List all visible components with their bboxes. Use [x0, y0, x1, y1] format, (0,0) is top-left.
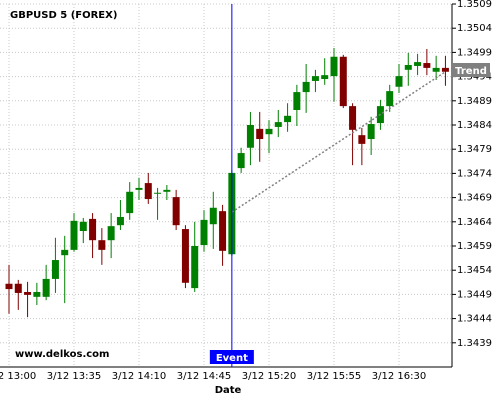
- y-tick-label: 1.3509: [457, 0, 492, 10]
- y-tick-label: 1.3494: [457, 72, 492, 83]
- candle-body: [423, 63, 431, 68]
- candle-body: [181, 229, 189, 283]
- y-tick-label: 1.3499: [457, 47, 492, 58]
- candle-body: [386, 91, 394, 107]
- candle-body: [441, 67, 449, 72]
- candle-body: [144, 183, 152, 200]
- x-tick-label: 3/12 14:45: [177, 371, 231, 382]
- candle-body: [200, 219, 208, 246]
- candle-body: [14, 283, 22, 293]
- y-tick-label: 1.3504: [457, 23, 492, 34]
- candle-body: [61, 249, 69, 256]
- candle-body: [293, 92, 301, 110]
- trend-line: [231, 71, 446, 213]
- candle-body: [395, 76, 403, 87]
- candle-body: [274, 122, 282, 127]
- x-tick-label: 3/12 16:30: [372, 371, 426, 382]
- y-tick-label: 1.3464: [457, 217, 492, 228]
- y-tick-label: 1.3469: [457, 193, 492, 204]
- candle-body: [209, 207, 217, 225]
- trend-label: Trend: [455, 66, 487, 77]
- candle-body: [432, 67, 440, 72]
- candle-body: [284, 115, 292, 123]
- candle-body: [79, 221, 87, 231]
- y-tick-label: 1.3439: [457, 338, 492, 349]
- y-tick-label: 1.3444: [457, 314, 492, 325]
- candle-body: [256, 128, 264, 140]
- chart-title: GBPUSD 5 (FOREX): [10, 10, 117, 21]
- candle-body: [311, 76, 319, 81]
- candle-body: [191, 246, 199, 289]
- event-label-box: [209, 350, 254, 364]
- candle-body: [154, 192, 162, 194]
- candle-body: [339, 56, 347, 107]
- x-tick-label: 3/12 14:10: [112, 371, 166, 382]
- watermark: www.delkos.com: [15, 349, 109, 360]
- candle-body: [126, 191, 134, 214]
- candle-body: [237, 153, 245, 169]
- y-tick-label: 1.3449: [457, 289, 492, 300]
- candle-body: [89, 218, 97, 241]
- candle-body: [349, 106, 357, 130]
- candle-body: [42, 278, 50, 297]
- x-tick-label: 3/12 13:35: [47, 371, 101, 382]
- candle-body: [404, 64, 412, 70]
- y-tick-label: 1.3474: [457, 168, 492, 179]
- candle-body: [265, 128, 273, 135]
- trend-label-box: [452, 63, 490, 77]
- candle-body: [24, 291, 32, 295]
- candle-body: [330, 56, 338, 77]
- candle-body: [5, 283, 13, 290]
- candle-body: [51, 260, 59, 279]
- x-axis-label: Date: [215, 385, 242, 396]
- candle-body: [135, 187, 143, 190]
- x-tick-label: 3/12 15:55: [307, 371, 361, 382]
- plot-area: [0, 4, 452, 367]
- candle-body: [107, 226, 115, 241]
- candle-body: [302, 81, 310, 93]
- candle-body: [172, 197, 180, 226]
- y-tick-label: 1.3479: [457, 144, 492, 155]
- candle-body: [246, 125, 254, 148]
- candle-body: [367, 124, 375, 140]
- y-tick-label: 1.3459: [457, 241, 492, 252]
- candle-body: [414, 62, 422, 66]
- y-tick-label: 1.3489: [457, 96, 492, 107]
- candle-body: [70, 220, 78, 250]
- x-tick-label: 3/12 15:20: [242, 371, 296, 382]
- candle-body: [98, 240, 106, 250]
- y-tick-label: 1.3484: [457, 120, 492, 131]
- y-tick-label: 1.3454: [457, 265, 492, 276]
- candle-body: [163, 189, 171, 192]
- x-tick-label: 3/12 13:00: [0, 371, 36, 382]
- candle-body: [33, 291, 41, 297]
- candle-body: [358, 135, 366, 144]
- candle-body: [116, 216, 124, 226]
- candle-body: [219, 211, 227, 251]
- candle-body: [321, 75, 329, 80]
- event-label: Event: [216, 353, 248, 364]
